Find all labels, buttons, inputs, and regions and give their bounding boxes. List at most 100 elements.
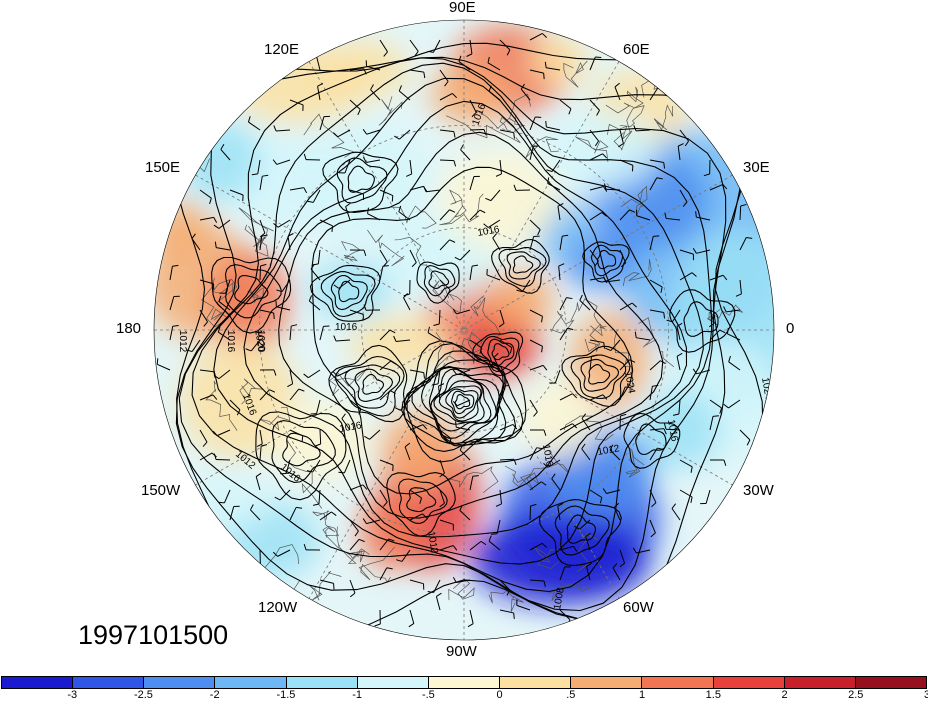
wind-barb [370, 84, 381, 101]
isobar [445, 388, 479, 419]
wind-barb [333, 335, 351, 342]
meridian-line [195, 174, 733, 486]
coastline-segment [638, 317, 675, 368]
wind-barb [220, 144, 231, 161]
wind-barb [287, 233, 294, 251]
wind-barb [649, 384, 659, 401]
wind-barb [529, 364, 548, 371]
lon-label-120e: 120E [264, 41, 300, 58]
wind-barb [379, 189, 394, 202]
isobar [588, 364, 611, 385]
wind-barb [467, 609, 474, 628]
wind-barb [466, 39, 473, 57]
wind-barb [469, 128, 487, 136]
colorbar-swatch [500, 677, 572, 688]
isobar [386, 472, 456, 537]
wind-barb [459, 444, 471, 461]
wind-barb [435, 592, 442, 611]
wind-barb [255, 472, 262, 491]
isobar [433, 380, 485, 423]
wind-barb [589, 249, 599, 267]
wind-barb [409, 489, 423, 504]
wind-barb [439, 545, 458, 551]
colorbar-swatch [428, 677, 501, 688]
wind-barb [516, 279, 531, 293]
wind-barb [723, 399, 741, 409]
isobar [211, 256, 292, 334]
isobar [320, 271, 376, 318]
wind-barb [218, 295, 231, 311]
wind-barb [229, 505, 240, 521]
wind-barb [219, 279, 231, 294]
coastline-segment [563, 60, 588, 88]
wind-barb [303, 543, 321, 551]
wind-barb [199, 216, 218, 223]
contour-label: 1016 [665, 419, 680, 443]
colorbar-label: 2 [781, 689, 788, 701]
wind-barb [452, 576, 471, 583]
coastline-segment [547, 581, 591, 601]
coastline-segment [239, 378, 263, 405]
isobar [590, 244, 624, 277]
wind-barb [213, 453, 231, 461]
wind-barb [498, 309, 505, 328]
isobar [309, 264, 381, 322]
isobar [491, 238, 550, 294]
wind-barb [439, 519, 454, 531]
colorbar-label: 3 [923, 689, 928, 701]
wind-barb [529, 145, 540, 161]
wind-barb [520, 83, 531, 101]
wind-barb [289, 429, 304, 442]
wind-barb [559, 393, 578, 401]
wind-barb [495, 159, 503, 177]
colorbar-swatch [2, 677, 74, 688]
coastline-segment [447, 466, 499, 494]
wind-barb [341, 413, 351, 431]
wind-barb [589, 129, 600, 147]
wind-barb [406, 159, 413, 177]
coastline-segment [620, 185, 648, 216]
isobar [554, 505, 610, 556]
wind-barb [272, 549, 291, 557]
wind-barb [306, 459, 321, 473]
wind-barb [404, 442, 411, 461]
wind-barb [619, 209, 636, 221]
wind-barb [452, 399, 471, 407]
isobar [570, 354, 627, 399]
coastline-segment [238, 207, 274, 248]
anomaly-blob [440, 150, 560, 250]
wind-barb [427, 579, 441, 593]
wind-barb [439, 459, 445, 478]
wind-barb [349, 538, 365, 551]
wind-barb [396, 549, 411, 562]
wind-barb [439, 69, 449, 87]
wind-barb [289, 324, 298, 341]
coastline-segment [576, 525, 599, 573]
isobar [278, 131, 664, 519]
wind-barb [403, 292, 411, 311]
pressure-contours [171, 42, 764, 634]
colorbar-swatch [286, 677, 358, 688]
wind-barb [259, 174, 269, 191]
wind-barb [229, 189, 244, 202]
wind-barb [362, 518, 381, 525]
wind-barb [379, 538, 395, 551]
isobar [255, 411, 347, 501]
coastline-segment [488, 590, 524, 612]
wind-barb [649, 489, 657, 508]
coastline-segment [358, 546, 395, 583]
colorbar-swatch [784, 677, 856, 688]
lon-label-60e: 60E [623, 41, 650, 58]
wind-barb [289, 388, 305, 401]
wind-barb [708, 309, 715, 328]
wind-barb [585, 532, 591, 551]
contour-label: 1016 [335, 322, 358, 333]
wind-barb [679, 189, 688, 207]
coastline-segment [499, 114, 525, 132]
wind-barb [427, 326, 441, 341]
coastline-segment [653, 104, 674, 131]
isobar [347, 165, 375, 193]
wind-barb [199, 279, 215, 290]
wind-barb [245, 339, 261, 352]
wind-barb [349, 189, 365, 200]
